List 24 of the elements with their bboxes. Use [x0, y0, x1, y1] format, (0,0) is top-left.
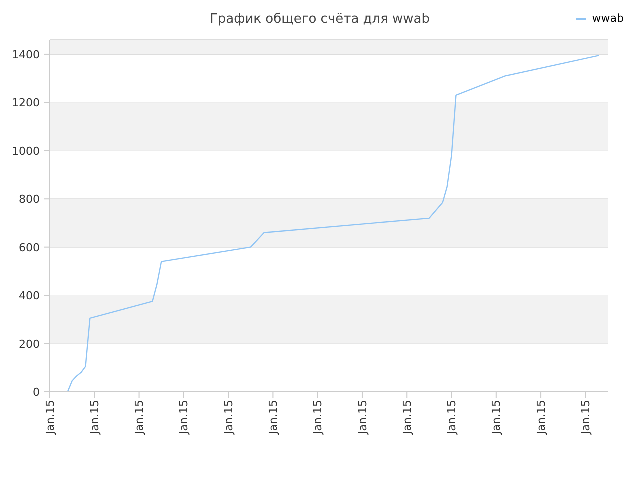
x-tick-label: Jan.15 — [356, 400, 370, 436]
x-tick-label: Jan.15 — [534, 400, 548, 436]
x-tick-label: Jan.15 — [267, 400, 280, 436]
y-tick-label: 0 — [33, 386, 40, 399]
y-tick-label: 800 — [19, 193, 40, 206]
y-tick-label: 600 — [19, 241, 40, 254]
y-tick-label: 200 — [19, 338, 40, 351]
x-tick-label: Jan.15 — [88, 400, 102, 436]
x-tick-label: Jan.15 — [178, 400, 191, 436]
x-tick-label: Jan.15 — [312, 400, 325, 436]
y-tick-label: 1000 — [12, 144, 40, 158]
y-tick-label: 1400 — [12, 48, 40, 62]
legend-label: wwab — [592, 12, 624, 25]
x-tick-label: Jan.15 — [222, 400, 236, 436]
x-tick-label: Jan.15 — [400, 400, 414, 436]
x-tick-label: Jan.15 — [44, 400, 57, 436]
line-series — [67, 55, 600, 392]
x-tick-label: Jan.15 — [579, 400, 592, 436]
y-tick-label: 1200 — [12, 96, 40, 110]
y-tick-label: 400 — [19, 290, 40, 303]
x-tick-label: Jan.15 — [446, 400, 459, 436]
chart-title: График общего счёта для wwab — [210, 12, 430, 27]
x-tick-label: Jan.15 — [490, 400, 504, 436]
x-tick-label: Jan.15 — [133, 400, 146, 436]
